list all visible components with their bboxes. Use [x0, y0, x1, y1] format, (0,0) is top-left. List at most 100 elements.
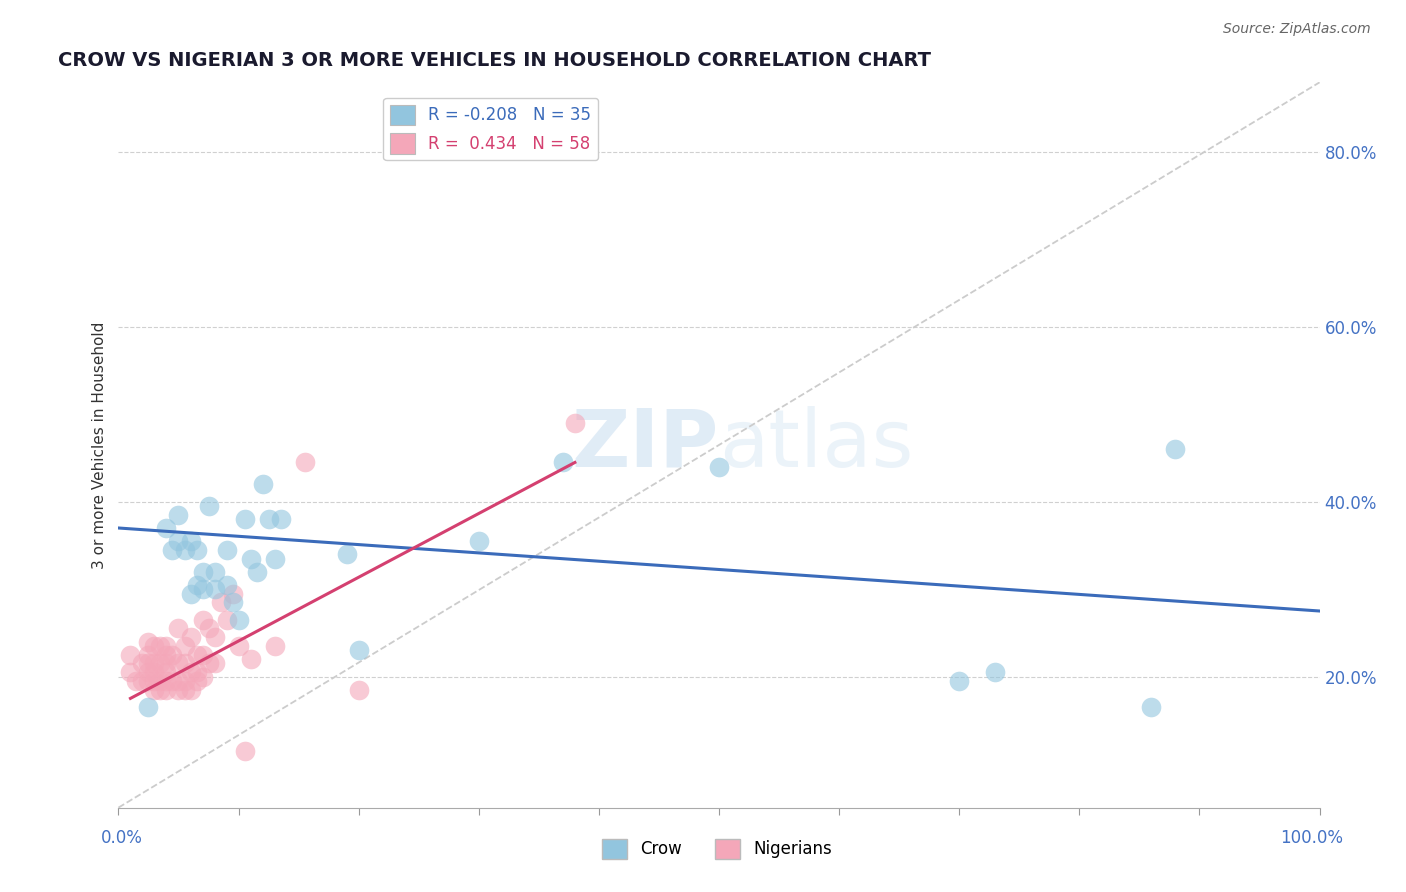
Point: [564, 416, 586, 430]
Point: [186, 578, 208, 592]
Point: [336, 547, 359, 561]
Point: [239, 652, 262, 666]
Point: [138, 665, 160, 680]
Point: [179, 630, 201, 644]
Point: [173, 657, 195, 671]
Point: [228, 639, 250, 653]
Point: [215, 613, 238, 627]
Point: [143, 673, 166, 688]
Point: [263, 639, 285, 653]
Point: [138, 648, 160, 662]
Point: [186, 673, 208, 688]
Point: [204, 582, 226, 596]
Point: [239, 551, 262, 566]
Point: [197, 657, 219, 671]
Point: [233, 744, 256, 758]
Point: [143, 682, 166, 697]
Point: [155, 682, 177, 697]
Legend: Crow, Nigerians: Crow, Nigerians: [595, 832, 839, 866]
Point: [197, 622, 219, 636]
Point: [125, 673, 148, 688]
Point: [191, 565, 214, 579]
Point: [179, 665, 201, 680]
Point: [138, 673, 160, 688]
Point: [167, 622, 190, 636]
Point: [707, 459, 730, 474]
Point: [468, 534, 491, 549]
Point: [162, 673, 184, 688]
Point: [138, 634, 160, 648]
Point: [257, 512, 280, 526]
Point: [173, 542, 195, 557]
Point: [1164, 442, 1187, 457]
Point: [191, 582, 214, 596]
Point: [149, 682, 172, 697]
Text: ZIP: ZIP: [572, 406, 718, 484]
Point: [167, 682, 190, 697]
Point: [347, 643, 370, 657]
Point: [270, 512, 292, 526]
Point: [155, 657, 177, 671]
Point: [252, 477, 274, 491]
Y-axis label: 3 or more Vehicles in Household: 3 or more Vehicles in Household: [93, 321, 107, 569]
Point: [984, 665, 1007, 680]
Point: [138, 657, 160, 671]
Text: CROW VS NIGERIAN 3 OR MORE VEHICLES IN HOUSEHOLD CORRELATION CHART: CROW VS NIGERIAN 3 OR MORE VEHICLES IN H…: [59, 51, 931, 70]
Point: [179, 682, 201, 697]
Point: [149, 673, 172, 688]
Point: [294, 455, 316, 469]
Point: [162, 648, 184, 662]
Point: [948, 673, 970, 688]
Point: [186, 665, 208, 680]
Point: [209, 595, 232, 609]
Point: [155, 665, 177, 680]
Point: [173, 673, 195, 688]
Point: [143, 665, 166, 680]
Point: [215, 578, 238, 592]
Point: [143, 639, 166, 653]
Text: 100.0%: 100.0%: [1279, 829, 1343, 847]
Point: [191, 648, 214, 662]
Point: [191, 613, 214, 627]
Point: [204, 630, 226, 644]
Point: [155, 521, 177, 535]
Point: [221, 595, 243, 609]
Point: [204, 565, 226, 579]
Point: [155, 639, 177, 653]
Point: [149, 639, 172, 653]
Point: [245, 565, 267, 579]
Point: [162, 542, 184, 557]
Point: [191, 669, 214, 683]
Point: [120, 648, 142, 662]
Point: [228, 613, 250, 627]
Text: 0.0%: 0.0%: [101, 829, 143, 847]
Point: [221, 586, 243, 600]
Point: [197, 499, 219, 513]
Point: [149, 657, 172, 671]
Point: [167, 508, 190, 522]
Point: [186, 542, 208, 557]
Legend: R = -0.208   N = 35, R =  0.434   N = 58: R = -0.208 N = 35, R = 0.434 N = 58: [384, 98, 598, 161]
Point: [120, 665, 142, 680]
Point: [233, 512, 256, 526]
Point: [143, 657, 166, 671]
Point: [347, 682, 370, 697]
Point: [215, 542, 238, 557]
Point: [263, 551, 285, 566]
Point: [155, 673, 177, 688]
Point: [138, 700, 160, 714]
Point: [551, 455, 574, 469]
Point: [167, 673, 190, 688]
Point: [173, 682, 195, 697]
Point: [131, 657, 153, 671]
Point: [131, 673, 153, 688]
Point: [167, 534, 190, 549]
Text: atlas: atlas: [718, 406, 914, 484]
Point: [167, 657, 190, 671]
Point: [155, 648, 177, 662]
Text: Source: ZipAtlas.com: Source: ZipAtlas.com: [1223, 22, 1371, 37]
Point: [1140, 700, 1163, 714]
Point: [179, 586, 201, 600]
Point: [173, 639, 195, 653]
Point: [186, 648, 208, 662]
